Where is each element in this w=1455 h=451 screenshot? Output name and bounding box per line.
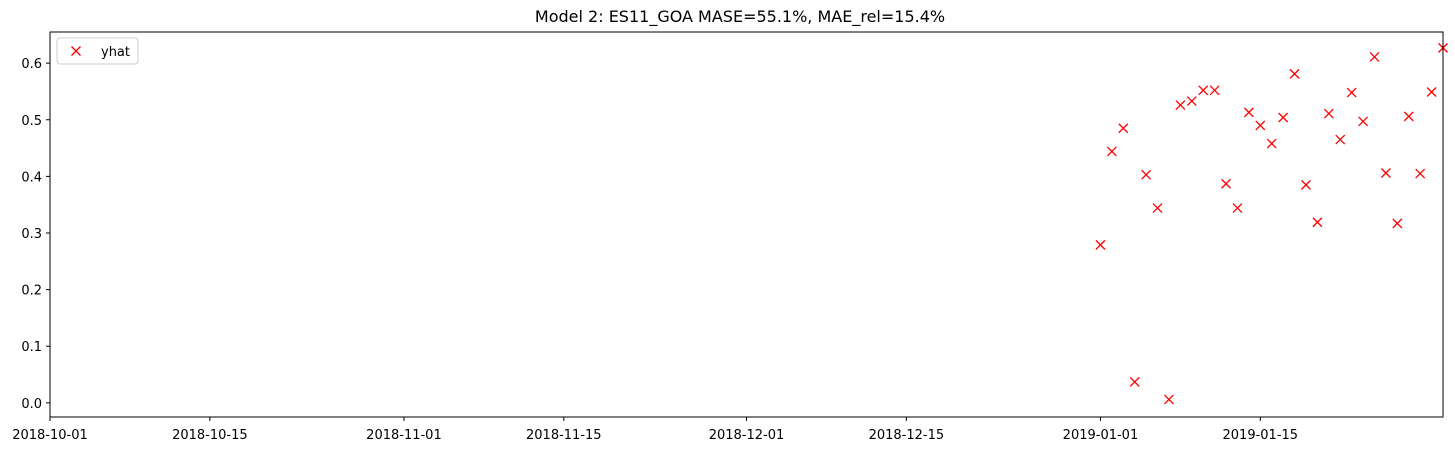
chart-title: Model 2: ES11_GOA MASE=55.1%, MAE_rel=15… (535, 7, 945, 27)
x-tick-label: 2018-10-01 (12, 428, 88, 443)
data-point (1221, 178, 1232, 189)
legend-marker-icon (71, 46, 81, 56)
x-tick-label: 2018-12-01 (709, 428, 785, 443)
x-tick-label: 2019-01-15 (1223, 428, 1299, 443)
data-point (1095, 239, 1106, 250)
data-point (1164, 394, 1174, 405)
y-tick-label: 0.1 (21, 340, 42, 355)
data-point (1301, 179, 1311, 190)
data-point (1369, 51, 1380, 62)
y-tick-label: 0.2 (21, 284, 42, 299)
y-tick-label: 0.4 (21, 170, 42, 185)
legend-box (56, 37, 139, 65)
data-point (1129, 376, 1140, 387)
data-point (1392, 218, 1403, 229)
x-axis: 2018-10-01 2018-10-15 2018-11-01 2018-11-15… (12, 417, 1298, 443)
data-point (1346, 87, 1357, 98)
data-point (1426, 87, 1437, 97)
y-tick-label: 0.5 (21, 114, 42, 129)
x-tick-label: 2018-10-15 (172, 428, 248, 443)
y-tick-label: 0.0 (21, 397, 42, 412)
legend-label: yhat (101, 45, 130, 60)
y-tick-label: 0.6 (21, 57, 42, 72)
legend-marker-x (71, 46, 81, 56)
data-point (1152, 203, 1163, 214)
data-point (1358, 116, 1369, 127)
data-point (1289, 68, 1300, 79)
data-point (1243, 107, 1254, 118)
data-point (1278, 112, 1289, 123)
legend: yhat (56, 37, 139, 65)
plot-frame (49, 31, 1444, 418)
data-point (1335, 134, 1346, 145)
data-point (1118, 123, 1129, 134)
x-tick-label: 2018-11-15 (526, 428, 602, 443)
data-point (1266, 138, 1277, 149)
x-tick-label: 2018-12-15 (869, 428, 945, 443)
data-point (1141, 169, 1152, 180)
data-point (1106, 146, 1117, 157)
data-point (1415, 168, 1426, 179)
data-point (1255, 120, 1266, 131)
data-point (1323, 108, 1334, 119)
data-point (1232, 203, 1243, 214)
data-point (1312, 217, 1323, 228)
data-point (1403, 111, 1414, 122)
plot-area (1095, 42, 1448, 405)
x-tick-label: 2019-01-01 (1063, 428, 1139, 443)
data-point (1198, 85, 1209, 96)
data-point (1175, 100, 1186, 110)
y-axis: 0.0 0.1 0.2 0.3 0.4 0.5 0.6 (21, 57, 50, 412)
data-point (1209, 85, 1220, 96)
y-tick-label: 0.3 (21, 227, 42, 242)
x-tick-label: 2018-11-01 (366, 428, 442, 443)
data-point (1380, 168, 1391, 178)
data-point (1186, 96, 1197, 107)
